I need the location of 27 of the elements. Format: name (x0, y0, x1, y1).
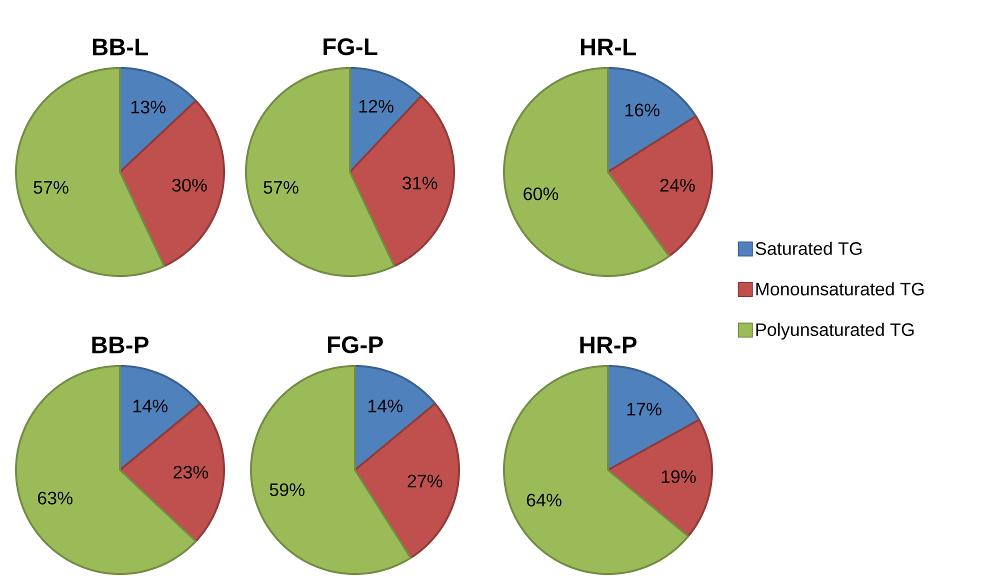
data-label: 23% (174, 466, 208, 479)
data-label: 24% (660, 178, 695, 192)
legend-label: Polyunsaturated TG (756, 322, 914, 340)
legend-label: Monounsaturated TG (756, 282, 924, 296)
data-label: 59% (270, 483, 304, 496)
data-label: 57% (34, 181, 68, 194)
data-label: 63% (38, 492, 72, 504)
data-label: 19% (662, 470, 696, 484)
legend-label: Saturated TG (756, 242, 862, 255)
data-label: 16% (625, 104, 660, 116)
chart-title: HR-P (580, 336, 637, 354)
data-label: 12% (359, 100, 394, 113)
data-label: 14% (368, 400, 402, 412)
data-label: 17% (627, 402, 662, 416)
data-label: 30% (172, 178, 207, 192)
chart-title: FG-L (324, 38, 378, 56)
data-label: 57% (264, 181, 298, 194)
chart-title: BB-L (92, 38, 148, 56)
data-label: 14% (133, 400, 168, 412)
data-label: 13% (131, 100, 166, 114)
data-label: 27% (408, 474, 442, 488)
chart-title: HR-L (580, 38, 636, 56)
data-label: 31% (402, 176, 438, 190)
data-label: 60% (524, 187, 558, 200)
data-label: 64% (526, 494, 562, 506)
chart-title: FG-P (328, 336, 383, 354)
chart-title: BB-P (92, 336, 149, 354)
